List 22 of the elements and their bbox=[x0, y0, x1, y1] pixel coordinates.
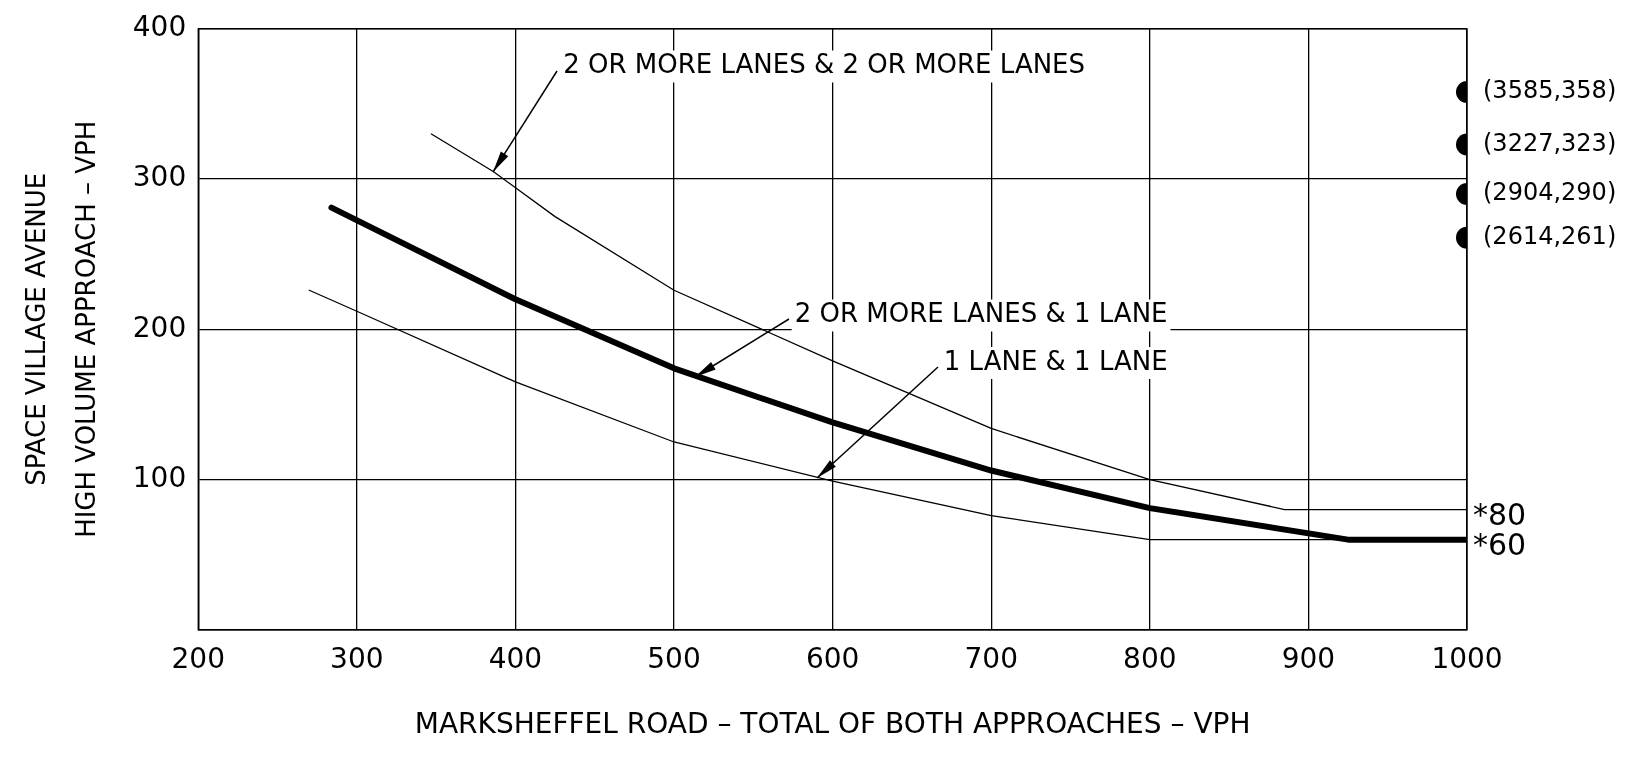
x-tick-label: 700 bbox=[964, 641, 1018, 675]
y-tick-label: 300 bbox=[132, 160, 187, 194]
annotation: 2 OR MORE LANES & 1 LANE bbox=[794, 298, 1168, 329]
x-tick-label: 200 bbox=[171, 641, 225, 675]
annotation: 1 LANE & 1 LANE bbox=[943, 345, 1168, 376]
x-tick-label: 800 bbox=[1123, 641, 1177, 675]
x-tick-label: 1000 bbox=[1431, 641, 1503, 675]
x-tick-label: 300 bbox=[330, 641, 384, 675]
y-tick-label: 100 bbox=[132, 460, 187, 494]
y-tick-label: 400 bbox=[132, 10, 187, 44]
data-label: (2614,261) bbox=[1483, 221, 1617, 250]
data-label: (3227,323) bbox=[1483, 128, 1617, 157]
annotation: 2 OR MORE LANES & 2 OR MORE LANES bbox=[563, 49, 1086, 80]
y-tick-label: 200 bbox=[132, 310, 187, 344]
x-axis-title: MARKSHEFFEL ROAD – TOTAL OF BOTH APPROACHES – VPH bbox=[414, 707, 1251, 741]
y-axis-title: SPACE VILLAGE AVENUE HIGH VOLUME APPROACH – VPH bbox=[21, 120, 101, 538]
x-tick-label: 400 bbox=[488, 641, 543, 675]
x-tick-label: 500 bbox=[647, 641, 701, 675]
x-tick-label: 900 bbox=[1281, 641, 1336, 675]
data-label: (3585,358) bbox=[1483, 76, 1617, 105]
data-label: (2904,290) bbox=[1483, 178, 1617, 207]
x-tick-label: 600 bbox=[805, 641, 860, 675]
